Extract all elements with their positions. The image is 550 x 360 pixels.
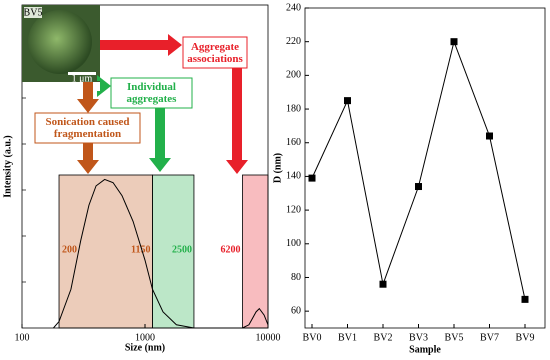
annotation-text: Sonication caused fragmentation [45, 116, 130, 140]
annotation: Aggregate associations [187, 40, 243, 65]
x-tick-label: BV1 [338, 332, 357, 343]
x-tick-label: BV0 [303, 332, 322, 343]
y-tick-label: 100 [286, 238, 301, 249]
inset-tag [24, 7, 42, 18]
marker [379, 280, 387, 288]
region [58, 174, 153, 329]
inset-particle [28, 10, 92, 74]
y-axis-label: Intensity (a.u.) [2, 135, 13, 198]
marker [415, 183, 422, 191]
arrow [226, 68, 248, 174]
y-tick-label: 140 [286, 171, 301, 182]
annotation-text: Individual aggregates [126, 81, 177, 105]
annotation: Sonication caused fragmentation [45, 116, 130, 140]
y-tick-label: 160 [286, 137, 301, 148]
marker [344, 97, 351, 105]
scale-bar-label: 1 μm [72, 73, 93, 84]
x-axis-label: Sample [409, 344, 441, 355]
marker [486, 132, 493, 140]
marker [308, 174, 316, 182]
y-tick-label: 200 [286, 70, 301, 81]
y-tick-label: 240 [286, 2, 301, 13]
marker [521, 295, 529, 303]
y-tick-label: 180 [286, 103, 301, 114]
x-tick-label: BV3 [409, 332, 428, 343]
region [152, 174, 195, 329]
annotation-text: Aggregate associations [187, 40, 243, 65]
y-tick-label: 220 [286, 36, 301, 47]
annotation-box [182, 36, 248, 69]
arrow [100, 34, 182, 56]
annotation: Individual aggregates [126, 81, 177, 105]
x-tick-label: BV2 [374, 332, 393, 343]
plot-frame [304, 7, 546, 329]
x-tick-label: 1000 [135, 332, 155, 343]
region-label: 1150 [131, 244, 150, 255]
y-tick-label: 60 [291, 305, 301, 316]
arrow [77, 82, 99, 113]
scale-bar [68, 72, 96, 75]
y-axis-label: D (nm) [272, 153, 283, 183]
arrow [77, 143, 99, 174]
annotation-box [34, 112, 141, 144]
region-label: 2500 [172, 244, 192, 255]
arrow [149, 108, 171, 172]
line [311, 39, 526, 300]
region-label: 6200 [220, 244, 240, 255]
x-tick-label: BV7 [480, 332, 499, 343]
line [53, 178, 269, 329]
annotation-box [110, 77, 193, 109]
x-axis-label: Size (nm) [125, 342, 165, 353]
marker [450, 38, 458, 46]
y-tick-label: 80 [291, 272, 301, 283]
x-tick-label: BV9 [516, 332, 535, 343]
arrow [97, 75, 111, 97]
x-tick-label: BV5 [445, 332, 464, 343]
region [242, 174, 269, 329]
region-label: 200 [62, 244, 77, 255]
inset-label: BV5 [24, 7, 43, 18]
x-tick-label: 100 [15, 332, 30, 343]
x-tick-label: 10000 [256, 332, 281, 343]
y-tick-label: 120 [286, 204, 301, 215]
